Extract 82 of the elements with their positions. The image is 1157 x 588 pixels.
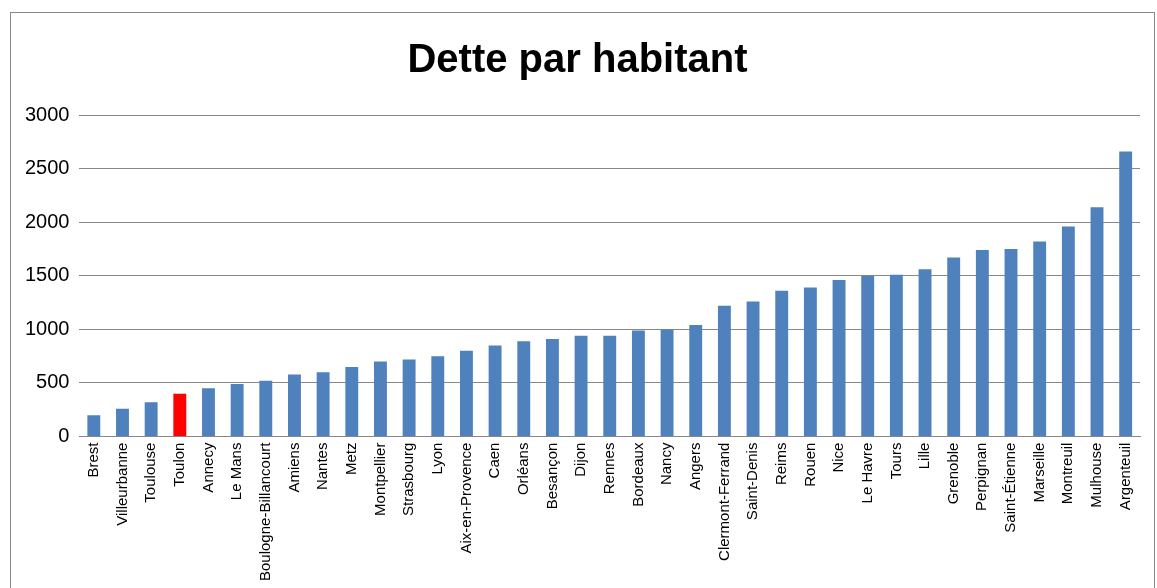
bar	[861, 275, 875, 437]
x-tick-label: Montreuil	[1058, 442, 1076, 505]
x-tick-label: Nice	[829, 442, 847, 473]
x-tick-label: Toulouse	[141, 442, 159, 503]
bar	[717, 305, 731, 437]
x-tick-label: Rouen	[800, 442, 818, 487]
x-tick-label: Strasbourg	[399, 442, 417, 516]
y-tick-label: 3000	[24, 102, 70, 125]
x-tick-label: Mulhouse	[1087, 442, 1105, 508]
y-tick-label: 1000	[24, 316, 70, 339]
bar	[1119, 151, 1133, 437]
x-tick-label: Perpignan	[972, 442, 990, 511]
bar	[116, 408, 129, 437]
bar	[259, 380, 273, 437]
bar	[631, 330, 645, 437]
x-tick-label: Lille	[915, 442, 933, 470]
x-tick-label: Annecy	[198, 442, 216, 493]
x-tick-label: Bordeaux	[628, 442, 646, 507]
x-tick-label: Nancy	[657, 442, 675, 486]
bar	[574, 335, 588, 437]
x-tick-label: Amiens	[284, 442, 302, 493]
bar	[1090, 207, 1104, 437]
y-tick-label: 1500	[24, 263, 70, 286]
x-tick-label: Dijon	[571, 442, 589, 477]
bar	[488, 345, 502, 437]
bar	[1033, 241, 1047, 437]
x-tick-label: Le Mans	[227, 442, 245, 501]
bar	[603, 335, 617, 437]
x-tick-label: Tours	[886, 442, 904, 480]
chart-title: Dette par habitant	[407, 36, 748, 81]
bar	[288, 374, 301, 437]
bar	[431, 356, 445, 437]
bar	[316, 372, 330, 437]
x-tick-label: Toulon	[169, 442, 187, 487]
bar	[1004, 248, 1018, 437]
bar	[517, 341, 531, 437]
bar	[173, 393, 187, 437]
x-tick-label: Villeurbanne	[112, 442, 130, 526]
bar	[918, 269, 932, 437]
x-tick-label: Marseille	[1029, 442, 1047, 503]
x-tick-label: Brest	[83, 441, 101, 478]
y-tick-label: 0	[58, 424, 70, 447]
x-tick-label: Argenteuil	[1115, 442, 1133, 511]
bar	[832, 280, 846, 437]
x-tick-label: Clermont-Ferrand	[714, 442, 732, 561]
y-tick-label: 2000	[24, 209, 70, 232]
x-tick-label: Rennes	[599, 442, 617, 495]
bar	[230, 384, 244, 437]
bar	[1061, 226, 1075, 437]
bar	[459, 350, 473, 437]
x-tick-label: Montpellier	[370, 442, 388, 516]
x-tick-label: Aix-en-Provence	[456, 442, 474, 554]
bar	[689, 325, 703, 437]
y-tick-label: 500	[36, 370, 70, 393]
x-tick-label: Orléans	[513, 442, 531, 496]
bar	[345, 366, 359, 437]
x-tick-label: Angers	[685, 442, 703, 491]
x-tick-label: Reims	[771, 442, 789, 486]
x-tick-label: Saint-Denis	[743, 442, 761, 521]
bar	[545, 339, 559, 437]
x-tick-label: Boulogne-Billancourt	[255, 441, 273, 581]
x-tick-label: Le Havre	[857, 442, 875, 504]
bar	[374, 361, 387, 437]
x-tick-label: Nantes	[313, 442, 331, 491]
bar	[202, 388, 215, 437]
x-tick-label: Besançon	[542, 442, 560, 510]
bar	[402, 359, 416, 437]
bar	[947, 257, 961, 437]
x-tick-label: Lyon	[427, 442, 445, 475]
bar	[144, 402, 158, 437]
bar	[803, 287, 817, 437]
x-tick-label: Caen	[485, 442, 503, 479]
bar	[746, 301, 760, 437]
bar	[660, 329, 674, 437]
x-tick-label: Metz	[341, 442, 359, 476]
bar	[889, 274, 903, 437]
y-tick-label: 2500	[24, 156, 70, 179]
x-tick-label: Grenoble	[943, 442, 961, 505]
bar	[975, 250, 989, 437]
bar	[87, 415, 101, 437]
bar	[775, 290, 789, 437]
x-tick-label: Saint-Étienne	[1001, 442, 1019, 533]
